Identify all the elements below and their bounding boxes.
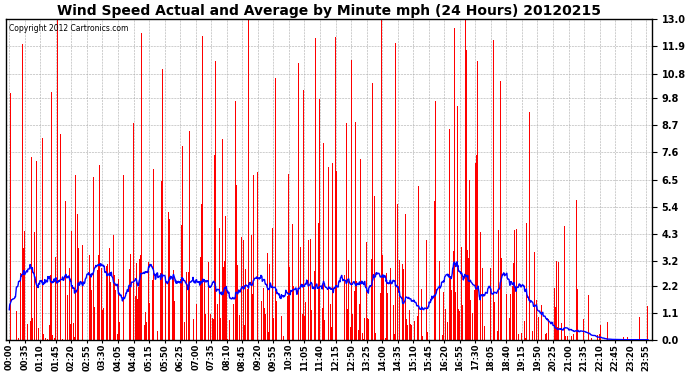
Title: Wind Speed Actual and Average by Minute mph (24 Hours) 20120215: Wind Speed Actual and Average by Minute …	[57, 4, 601, 18]
Text: Copyright 2012 Cartronics.com: Copyright 2012 Cartronics.com	[9, 24, 128, 33]
